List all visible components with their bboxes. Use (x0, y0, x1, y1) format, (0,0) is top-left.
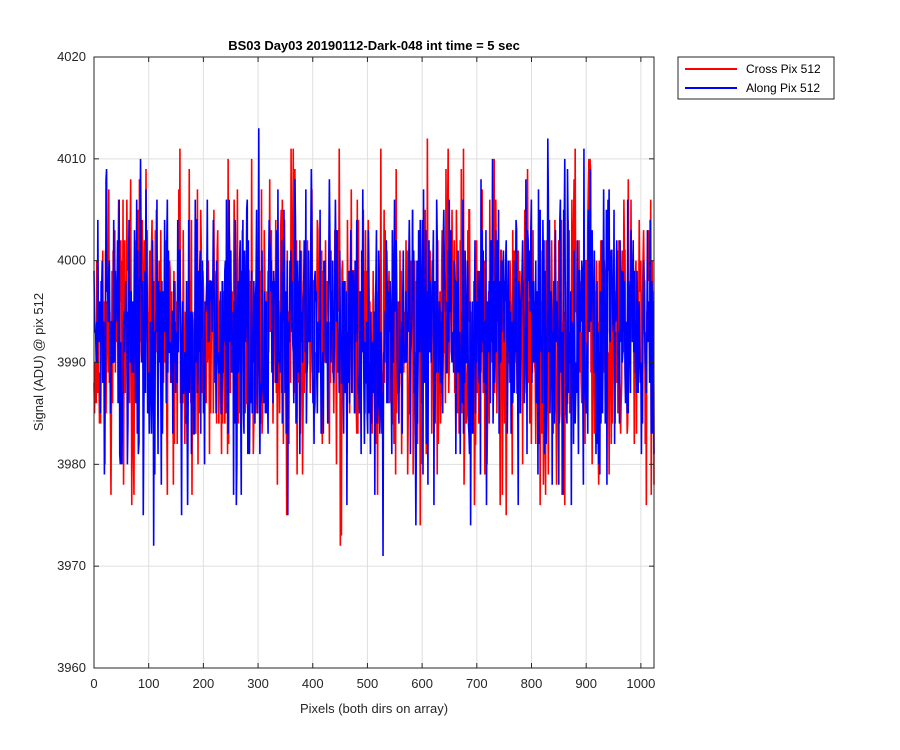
y-tick-label: 3980 (57, 456, 86, 471)
x-tick-label: 300 (247, 676, 269, 691)
series-line-along (93, 128, 655, 556)
y-tick-label: 3960 (57, 660, 86, 675)
chart-title: BS03 Day03 20190112-Dark-048 int time = … (228, 38, 520, 53)
legend-label-along: Along Pix 512 (746, 81, 820, 95)
x-tick-label: 700 (466, 676, 488, 691)
series-layer (93, 128, 655, 556)
y-axis-label: Signal (ADU) @ pix 512 (31, 293, 46, 431)
x-axis-ticks: 0 100 200 300 400 500 600 700 800 900 1000 (90, 57, 655, 691)
legend-box (677, 56, 835, 100)
legend: Cross Pix 512 Along Pix 512 (677, 56, 835, 100)
y-axis-ticks: 3960 3970 3980 3990 4000 4010 4020 (57, 49, 654, 675)
y-tick-label: 4010 (57, 151, 86, 166)
x-tick-label: 200 (193, 676, 215, 691)
x-tick-label: 1000 (626, 676, 655, 691)
x-tick-label: 800 (521, 676, 543, 691)
x-tick-label: 500 (357, 676, 379, 691)
x-axis-label: Pixels (both dirs on array) (300, 701, 448, 716)
x-tick-label: 0 (90, 676, 97, 691)
legend-label-cross: Cross Pix 512 (746, 62, 821, 76)
y-tick-label: 3970 (57, 558, 86, 573)
y-tick-label: 4000 (57, 253, 86, 268)
x-tick-label: 100 (138, 676, 160, 691)
x-tick-label: 600 (411, 676, 433, 691)
y-tick-label: 4020 (57, 49, 86, 64)
x-tick-label: 900 (575, 676, 597, 691)
x-tick-label: 400 (302, 676, 324, 691)
y-tick-label: 3990 (57, 355, 86, 370)
